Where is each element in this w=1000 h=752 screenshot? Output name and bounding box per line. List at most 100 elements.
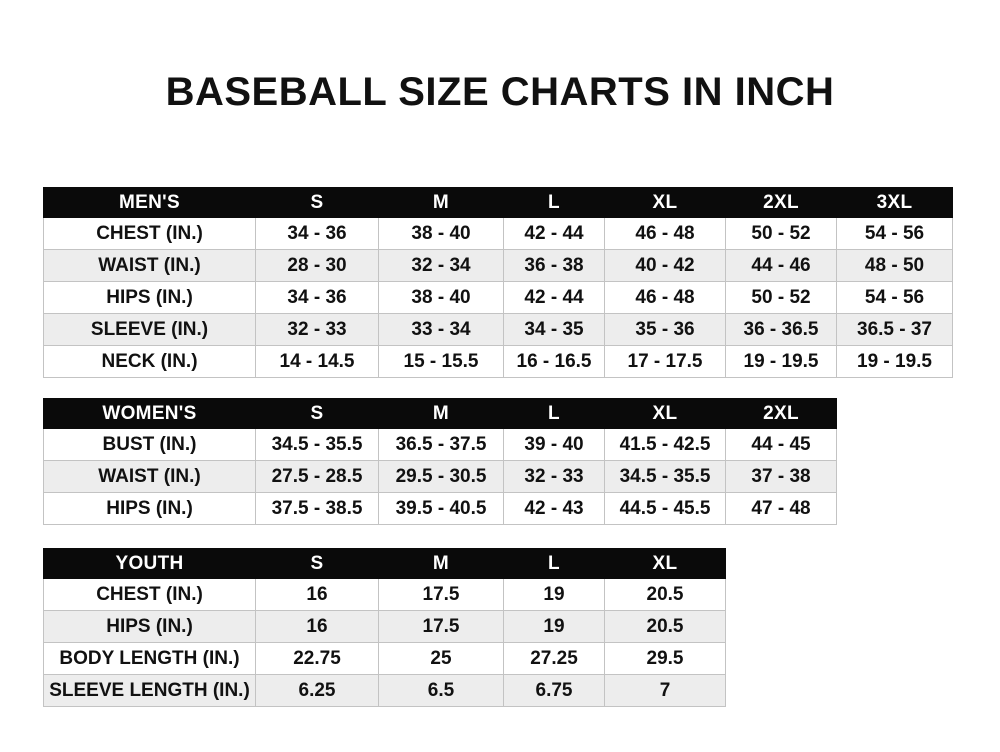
table-cell: 16 - 16.5 xyxy=(503,345,605,378)
table-row: SLEEVE LENGTH (IN.) 6.25 6.5 6.75 7 xyxy=(43,674,726,707)
table-cell: 32 - 33 xyxy=(503,460,605,493)
youth-table-label: YOUTH xyxy=(43,548,256,579)
table-row: CHEST (IN.) 16 17.5 19 20.5 xyxy=(43,578,726,611)
youth-column-header-s: S xyxy=(255,548,379,579)
table-cell: 41.5 - 42.5 xyxy=(604,428,726,461)
youth-header-row: YOUTH S M L XL xyxy=(43,548,726,579)
womens-column-header-m: M xyxy=(378,398,504,429)
table-row: HIPS (IN.) 37.5 - 38.5 39.5 - 40.5 42 - … xyxy=(43,492,837,525)
table-cell: 7 xyxy=(604,674,726,707)
table-cell: 15 - 15.5 xyxy=(378,345,504,378)
table-cell: 42 - 43 xyxy=(503,492,605,525)
table-cell: 50 - 52 xyxy=(725,281,837,314)
table-cell: 17.5 xyxy=(378,578,504,611)
table-cell: 17 - 17.5 xyxy=(604,345,726,378)
table-row: BUST (IN.) 34.5 - 35.5 36.5 - 37.5 39 - … xyxy=(43,428,837,461)
table-cell: 27.25 xyxy=(503,642,605,675)
row-label: CHEST (IN.) xyxy=(43,217,256,250)
table-cell: 29.5 xyxy=(604,642,726,675)
table-cell: 36.5 - 37.5 xyxy=(378,428,504,461)
table-cell: 39.5 - 40.5 xyxy=(378,492,504,525)
table-cell: 50 - 52 xyxy=(725,217,837,250)
row-label: SLEEVE (IN.) xyxy=(43,313,256,346)
row-label: WAIST (IN.) xyxy=(43,249,256,282)
table-row: BODY LENGTH (IN.) 22.75 25 27.25 29.5 xyxy=(43,642,726,675)
youth-column-header-m: M xyxy=(378,548,504,579)
mens-column-header-l: L xyxy=(503,187,605,218)
womens-column-header-xl: XL xyxy=(604,398,726,429)
row-label: BODY LENGTH (IN.) xyxy=(43,642,256,675)
table-cell: 32 - 33 xyxy=(255,313,379,346)
womens-size-table: WOMEN'S S M L XL 2XL BUST (IN.) 34.5 - 3… xyxy=(43,398,837,525)
row-label: SLEEVE LENGTH (IN.) xyxy=(43,674,256,707)
table-cell: 44.5 - 45.5 xyxy=(604,492,726,525)
table-cell: 54 - 56 xyxy=(836,217,953,250)
table-cell: 40 - 42 xyxy=(604,249,726,282)
mens-column-header-3xl: 3XL xyxy=(836,187,953,218)
table-cell: 35 - 36 xyxy=(604,313,726,346)
table-row: WAIST (IN.) 28 - 30 32 - 34 36 - 38 40 -… xyxy=(43,249,953,282)
table-cell: 33 - 34 xyxy=(378,313,504,346)
table-cell: 46 - 48 xyxy=(604,281,726,314)
table-cell: 47 - 48 xyxy=(725,492,837,525)
table-cell: 6.25 xyxy=(255,674,379,707)
table-cell: 6.75 xyxy=(503,674,605,707)
table-cell: 44 - 46 xyxy=(725,249,837,282)
mens-column-header-xl: XL xyxy=(604,187,726,218)
womens-column-header-s: S xyxy=(255,398,379,429)
table-cell: 38 - 40 xyxy=(378,281,504,314)
table-row: WAIST (IN.) 27.5 - 28.5 29.5 - 30.5 32 -… xyxy=(43,460,837,493)
table-cell: 54 - 56 xyxy=(836,281,953,314)
table-cell: 19 xyxy=(503,578,605,611)
table-cell: 16 xyxy=(255,578,379,611)
row-label: HIPS (IN.) xyxy=(43,492,256,525)
womens-table-label: WOMEN'S xyxy=(43,398,256,429)
mens-column-header-s: S xyxy=(255,187,379,218)
row-label: WAIST (IN.) xyxy=(43,460,256,493)
youth-column-header-xl: XL xyxy=(604,548,726,579)
table-cell: 34 - 36 xyxy=(255,217,379,250)
table-row: HIPS (IN.) 34 - 36 38 - 40 42 - 44 46 - … xyxy=(43,281,953,314)
row-label: NECK (IN.) xyxy=(43,345,256,378)
table-cell: 34 - 35 xyxy=(503,313,605,346)
table-cell: 20.5 xyxy=(604,610,726,643)
table-cell: 39 - 40 xyxy=(503,428,605,461)
page-title: BASEBALL SIZE CHARTS IN INCH xyxy=(165,70,835,114)
womens-header-row: WOMEN'S S M L XL 2XL xyxy=(43,398,837,429)
table-cell: 44 - 45 xyxy=(725,428,837,461)
mens-table-label: MEN'S xyxy=(43,187,256,218)
table-row: NECK (IN.) 14 - 14.5 15 - 15.5 16 - 16.5… xyxy=(43,345,953,378)
table-cell: 36 - 38 xyxy=(503,249,605,282)
table-cell: 37 - 38 xyxy=(725,460,837,493)
table-cell: 48 - 50 xyxy=(836,249,953,282)
table-cell: 38 - 40 xyxy=(378,217,504,250)
row-label: HIPS (IN.) xyxy=(43,281,256,314)
table-cell: 19 - 19.5 xyxy=(725,345,837,378)
youth-size-table: YOUTH S M L XL CHEST (IN.) 16 17.5 19 20… xyxy=(43,548,726,707)
womens-column-header-l: L xyxy=(503,398,605,429)
table-cell: 14 - 14.5 xyxy=(255,345,379,378)
row-label: HIPS (IN.) xyxy=(43,610,256,643)
table-cell: 42 - 44 xyxy=(503,217,605,250)
table-cell: 46 - 48 xyxy=(604,217,726,250)
mens-header-row: MEN'S S M L XL 2XL 3XL xyxy=(43,187,953,218)
mens-column-header-2xl: 2XL xyxy=(725,187,837,218)
table-row: SLEEVE (IN.) 32 - 33 33 - 34 34 - 35 35 … xyxy=(43,313,953,346)
row-label: CHEST (IN.) xyxy=(43,578,256,611)
table-row: HIPS (IN.) 16 17.5 19 20.5 xyxy=(43,610,726,643)
youth-column-header-l: L xyxy=(503,548,605,579)
table-cell: 28 - 30 xyxy=(255,249,379,282)
mens-size-table: MEN'S S M L XL 2XL 3XL CHEST (IN.) 34 - … xyxy=(43,187,953,378)
table-cell: 22.75 xyxy=(255,642,379,675)
table-cell: 32 - 34 xyxy=(378,249,504,282)
table-cell: 27.5 - 28.5 xyxy=(255,460,379,493)
table-cell: 34 - 36 xyxy=(255,281,379,314)
table-cell: 17.5 xyxy=(378,610,504,643)
table-cell: 42 - 44 xyxy=(503,281,605,314)
table-cell: 16 xyxy=(255,610,379,643)
mens-column-header-m: M xyxy=(378,187,504,218)
table-cell: 19 - 19.5 xyxy=(836,345,953,378)
row-label: BUST (IN.) xyxy=(43,428,256,461)
table-cell: 37.5 - 38.5 xyxy=(255,492,379,525)
